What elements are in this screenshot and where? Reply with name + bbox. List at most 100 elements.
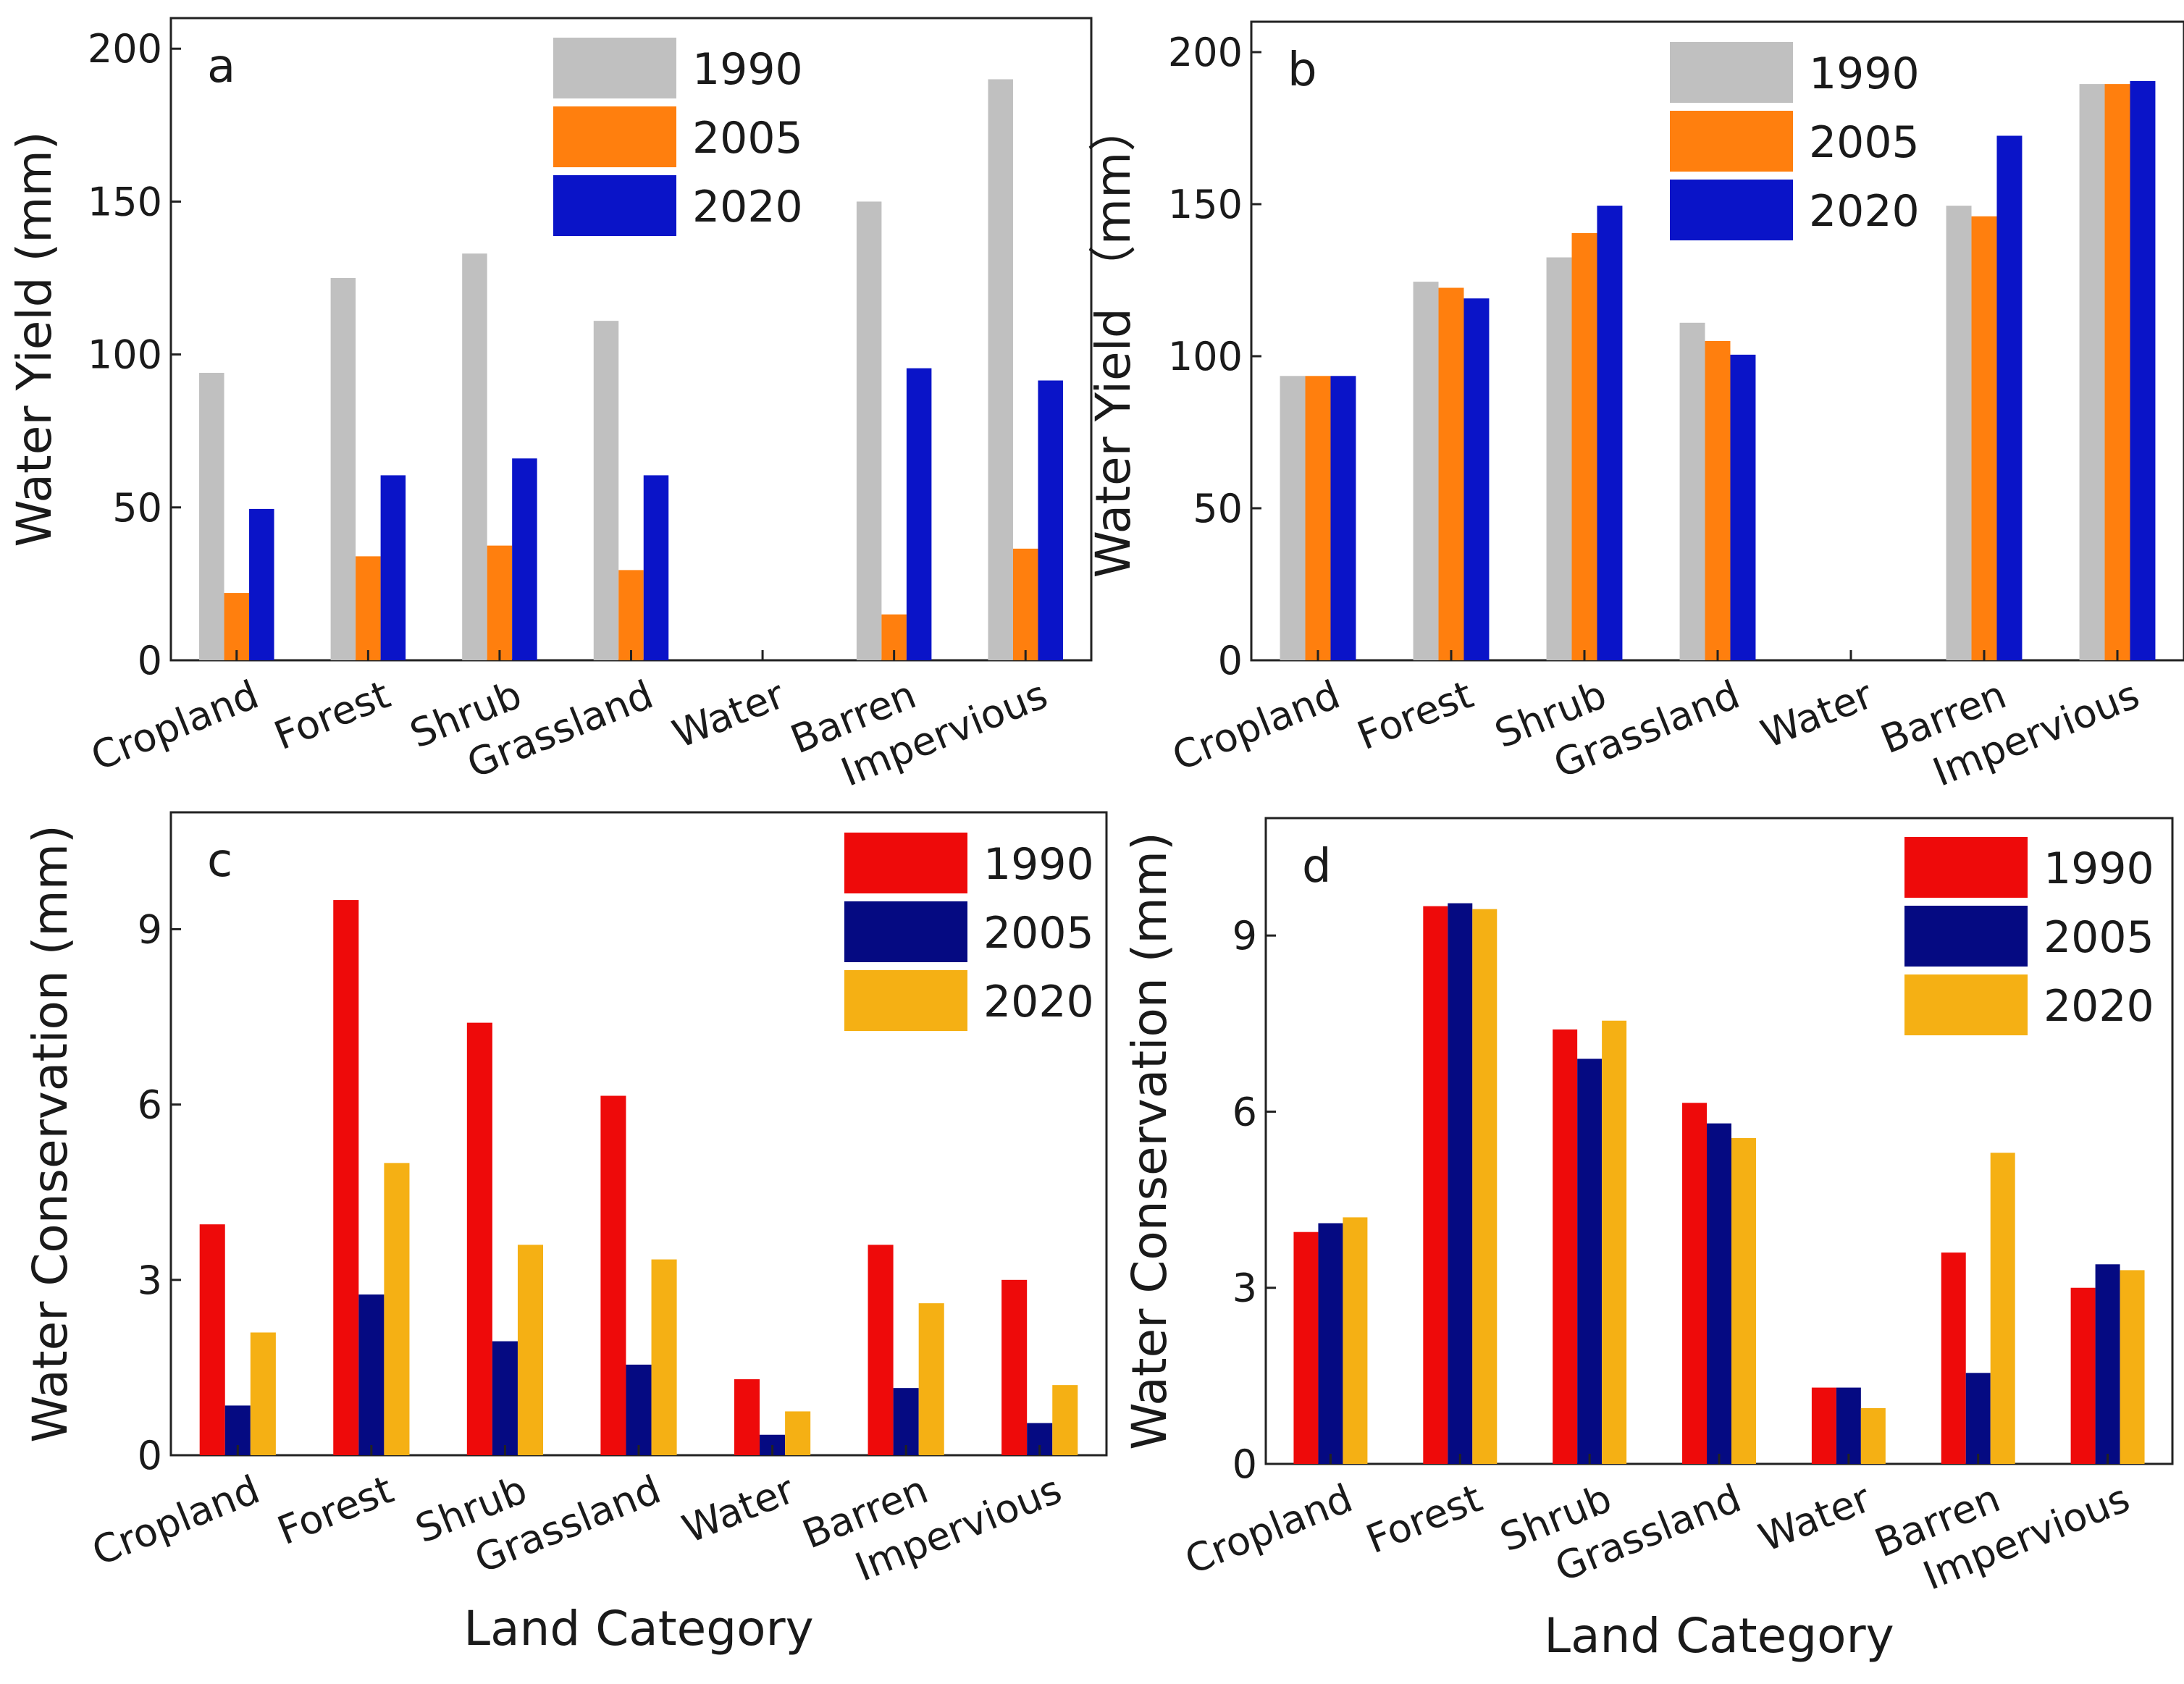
bar-barren-1990 <box>868 1245 894 1455</box>
bar-impervious-2020 <box>2120 1270 2145 1464</box>
bar-shrub-2005 <box>1577 1058 1603 1464</box>
y-tick-label: 150 <box>88 179 162 224</box>
y-tick-label: 9 <box>138 906 162 952</box>
bar-shrub-1990 <box>462 253 487 660</box>
bar-shrub-2020 <box>517 1245 544 1455</box>
bar-grassland-2020 <box>1731 1137 1756 1464</box>
bar-shrub-2005 <box>492 1341 518 1455</box>
bar-barren-1990 <box>1946 206 1972 661</box>
bar-cropland-2020 <box>1330 376 1356 660</box>
x-axis-title: Land Category <box>1544 1608 1894 1664</box>
x-tick-label: Cropland <box>1179 1475 1359 1583</box>
bar-cropland-2005 <box>1305 376 1331 660</box>
bar-water-1990 <box>1811 1387 1836 1464</box>
x-tick-label: Forest <box>268 672 396 759</box>
x-axis-title: Land Category <box>463 1601 813 1656</box>
legend-swatch-2005 <box>1904 906 2028 967</box>
bar-shrub-2020 <box>512 458 537 660</box>
bar-barren-2005 <box>1971 216 1997 660</box>
panel-letter: c <box>207 834 232 888</box>
y-tick-label: 3 <box>1232 1266 1257 1311</box>
bar-forest-1990 <box>330 278 356 660</box>
bar-barren-2005 <box>1965 1373 1991 1464</box>
bar-forest-2020 <box>1463 298 1490 660</box>
bar-impervious-2005 <box>1012 548 1038 660</box>
bar-grassland-1990 <box>600 1095 626 1455</box>
bar-cropland-1990 <box>1293 1232 1319 1464</box>
y-tick-label: 50 <box>1193 486 1243 531</box>
y-tick-label: 9 <box>1232 913 1257 959</box>
bar-shrub-2020 <box>1597 206 1623 661</box>
bar-water-2020 <box>1860 1407 1886 1464</box>
y-tick-label: 200 <box>1168 30 1243 75</box>
bar-forest-1990 <box>1423 906 1448 1464</box>
bar-cropland-2005 <box>1318 1223 1343 1464</box>
bar-cropland-2005 <box>224 593 250 660</box>
y-tick-label: 150 <box>1168 182 1243 227</box>
y-tick-label: 0 <box>1218 638 1243 683</box>
bar-shrub-2005 <box>1571 232 1597 660</box>
bar-grassland-2005 <box>618 570 644 660</box>
bar-barren-2020 <box>918 1303 944 1455</box>
y-tick-label: 0 <box>1232 1441 1257 1487</box>
bar-barren-1990 <box>1941 1253 1966 1464</box>
legend-swatch-1990 <box>553 38 676 98</box>
bar-barren-2020 <box>1990 1153 2015 1464</box>
bar-barren-1990 <box>856 201 882 660</box>
bar-cropland-2020 <box>1343 1217 1368 1464</box>
legend-swatch-1990 <box>1670 42 1793 103</box>
panel-letter: a <box>207 40 235 93</box>
bar-water-2005 <box>1836 1387 1861 1464</box>
legend-label-2020: 2020 <box>1809 186 1920 237</box>
bar-cropland-1990 <box>1280 376 1306 660</box>
y-tick-label: 200 <box>88 26 162 72</box>
bar-grassland-1990 <box>593 321 619 660</box>
bar-forest-2020 <box>380 475 406 660</box>
x-tick-label: Forest <box>271 1467 399 1554</box>
panel-a: 0 50 100 150 200 Water Yield (mm) Cropland Fore… <box>7 17 1093 796</box>
bar-forest-1990 <box>333 900 359 1455</box>
y-tick-label: 50 <box>112 485 162 531</box>
legend-swatch-2020 <box>1670 180 1793 240</box>
bar-water-2020 <box>785 1411 811 1455</box>
legend-label-2005: 2005 <box>692 113 803 164</box>
y-tick-label: 100 <box>1168 334 1243 379</box>
bar-grassland-1990 <box>1679 322 1705 660</box>
y-axis-title: Water Conservation (mm) <box>1122 832 1177 1450</box>
legend-swatch-2005 <box>553 106 676 167</box>
bar-impervious-2020 <box>2130 80 2156 660</box>
bar-forest-2005 <box>1438 287 1464 660</box>
bar-barren-2005 <box>893 1388 919 1455</box>
bar-impervious-1990 <box>2079 84 2105 661</box>
y-axis-title: Water Yield （mm） <box>1085 104 1141 578</box>
panel-d: 0 3 6 9 Water Conservation (mm)Cropland Fores… <box>1122 817 2174 1664</box>
bar-grassland-1990 <box>1682 1103 1708 1464</box>
x-tick-label: Forest <box>1351 672 1479 759</box>
x-tick-label: Cropland <box>1166 672 1346 780</box>
legend-swatch-1990 <box>1904 837 2028 898</box>
panel-c: 0 3 6 9 Water Conservation (mm)Cropland Fores… <box>22 811 1108 1656</box>
legend: 1990 2005 2020 <box>1904 837 2154 1035</box>
bar-cropland-1990 <box>199 1224 225 1455</box>
bar-forest-2020 <box>384 1163 410 1455</box>
legend: 1990 2005 2020 <box>553 38 803 236</box>
bar-cropland-2020 <box>249 508 274 660</box>
legend-label-1990: 1990 <box>2044 843 2154 894</box>
bar-shrub-2005 <box>487 545 513 660</box>
panel-letter: d <box>1302 840 1332 893</box>
y-tick-label: 3 <box>138 1258 162 1303</box>
legend-swatch-2020 <box>1904 974 2028 1035</box>
legend-label-1990: 1990 <box>1809 49 1920 99</box>
x-tick-label: Water <box>1755 671 1879 757</box>
legend-swatch-2020 <box>844 970 967 1031</box>
bar-impervious-1990 <box>988 79 1013 660</box>
x-tick-label: Water <box>666 671 791 757</box>
bar-shrub-1990 <box>466 1022 492 1455</box>
bar-cropland-1990 <box>199 372 224 660</box>
bar-grassland-2005 <box>1707 1123 1731 1464</box>
legend-label-2020: 2020 <box>692 182 803 232</box>
bar-shrub-1990 <box>1553 1029 1578 1464</box>
bar-grassland-2020 <box>643 475 669 660</box>
bar-impervious-2005 <box>2104 84 2130 661</box>
